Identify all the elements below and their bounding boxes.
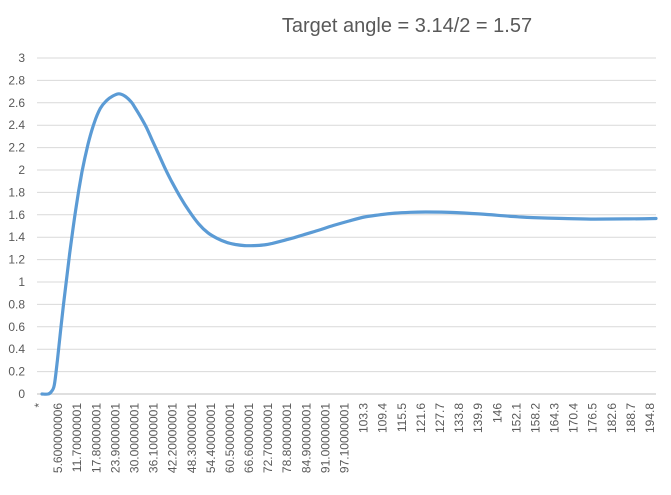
x-tick-label: 23.90000001 [108, 403, 122, 473]
y-axis-tick-labels: 0 0.2 0.4 0.6 0.8 1 1.2 1.4 1.6 1.8 2 2.2 2.4 2.6 2.8 3 [8, 51, 25, 401]
x-tick-label: 36.10000001 [147, 403, 161, 473]
y-tick-label: 2 [18, 163, 25, 177]
y-tick-label: 1.6 [8, 208, 25, 222]
x-tick-label: 127.7 [433, 403, 447, 433]
y-tick-label: 0.2 [8, 365, 25, 379]
x-tick-label: 17.80000001 [89, 403, 103, 473]
chart-title: Target angle = 3.14/2 = 1.57 [282, 15, 532, 37]
y-tick-label: 3 [18, 51, 25, 65]
x-tick-label: 194.8 [643, 403, 657, 433]
x-tick-label: 164.3 [548, 403, 562, 433]
x-tick-label: 72.70000001 [261, 403, 275, 473]
x-tick-label: 66.60000001 [242, 403, 256, 473]
x-tick-label: 176.5 [586, 403, 600, 433]
x-tick-label: 109.4 [376, 403, 390, 433]
series-line-angle [40, 92, 658, 396]
x-tick-label: 115.5 [395, 403, 409, 432]
x-tick-label: 152.1 [509, 403, 523, 433]
x-tick-label: 84.90000001 [299, 403, 313, 473]
y-tick-label: 2.6 [8, 96, 25, 110]
y-tick-label: 0.6 [8, 320, 25, 334]
x-tick-label: 97.10000001 [338, 403, 352, 473]
x-tick-label: 11.70000001 [70, 403, 84, 473]
x-tick-label: 42.20000001 [166, 403, 180, 473]
x-tick-label: 60.50000001 [223, 403, 237, 473]
x-axis-tick-labels: * 5.600000006 11.70000001 17.80000001 23.900… [32, 403, 657, 473]
x-tick-label: 146 [490, 403, 504, 423]
x-tick-label: 133.8 [452, 403, 466, 433]
x-tick-label: 48.30000001 [185, 403, 199, 473]
x-tick-label: 158.2 [528, 403, 542, 433]
y-tick-label: 0.8 [8, 297, 25, 311]
x-tick-label: 30.00000001 [127, 403, 141, 473]
gridlines [37, 57, 656, 373]
y-tick-label: 2.2 [8, 141, 25, 155]
y-tick-label: 2.4 [8, 118, 25, 132]
x-tick-label: 91.00000001 [318, 403, 332, 473]
y-tick-label: 1.4 [8, 230, 25, 244]
x-tick-label: 121.6 [414, 403, 428, 433]
x-tick-label: 103.3 [357, 403, 371, 433]
x-tick-label: 139.9 [471, 403, 485, 433]
y-tick-label: 0.4 [8, 342, 25, 356]
y-tick-label: 1 [18, 275, 25, 289]
series-layer [40, 92, 658, 396]
x-tick-label: 78.80000001 [280, 403, 294, 473]
y-tick-label: 0 [18, 387, 25, 401]
x-tick-label: 54.40000001 [204, 403, 218, 473]
x-tick-label: 170.4 [567, 403, 581, 433]
y-tick-label: 2.8 [8, 73, 25, 87]
y-tick-label: 1.8 [8, 185, 25, 199]
x-tick-label: 188.7 [624, 403, 638, 433]
x-tick-label: 182.6 [605, 403, 619, 433]
y-tick-label: 1.2 [8, 253, 25, 267]
x-tick-label: 5.600000006 [51, 403, 65, 473]
x-tick-label: * [32, 403, 46, 408]
